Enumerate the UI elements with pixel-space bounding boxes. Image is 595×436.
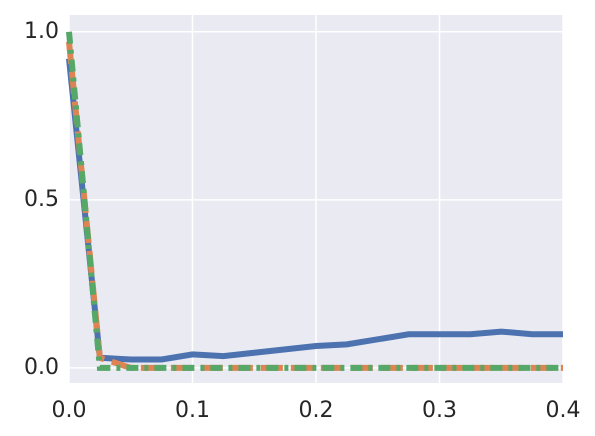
x-tick-label: 0.1 [175,398,210,423]
x-tick-label: 0.4 [546,398,581,423]
x-tick-label: 0.0 [52,398,87,423]
data-line [66,58,563,363]
data-line [66,31,563,371]
y-tick-label: 1.0 [24,19,59,44]
x-tick-label: 0.3 [422,398,457,423]
y-tick-label: 0.0 [24,355,59,380]
y-tick-label: 0.5 [24,187,59,212]
x-tick-label: 0.2 [299,398,334,423]
